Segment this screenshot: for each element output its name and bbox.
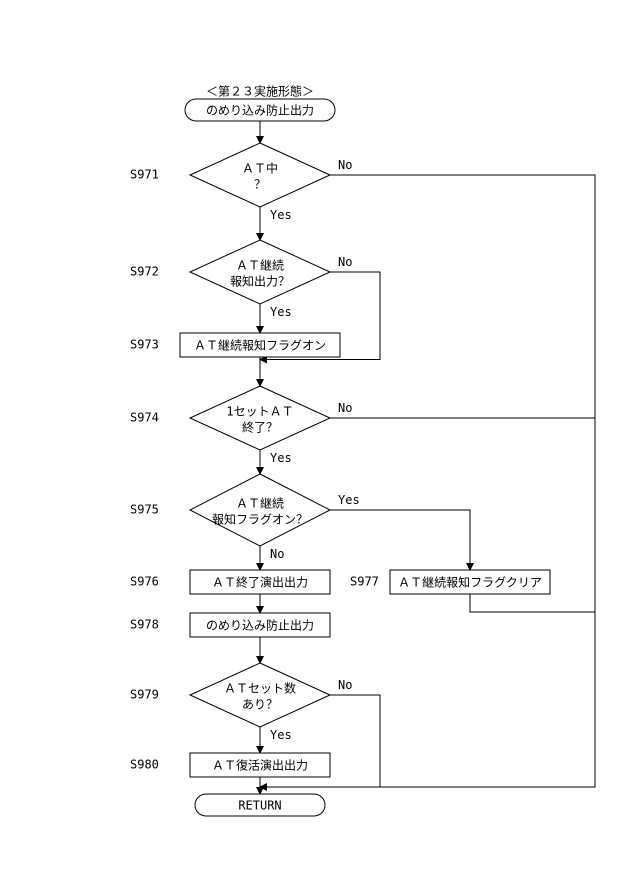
svg-text:No: No bbox=[338, 401, 352, 415]
svg-text:S978: S978 bbox=[130, 618, 159, 632]
svg-text:RETURN: RETURN bbox=[238, 799, 281, 813]
svg-text:ＡＴ終了演出出力: ＡＴ終了演出出力 bbox=[212, 575, 308, 590]
svg-text:S977: S977 bbox=[350, 575, 379, 589]
svg-text:S980: S980 bbox=[130, 758, 159, 772]
svg-text:のめり込み防止出力: のめり込み防止出力 bbox=[206, 618, 314, 633]
svg-text:報知フラグオン？: 報知フラグオン？ bbox=[212, 513, 308, 527]
svg-text:終了？: 終了？ bbox=[242, 420, 278, 435]
svg-text:S979: S979 bbox=[130, 688, 159, 702]
svg-text:Yes: Yes bbox=[270, 728, 292, 742]
svg-text:ＡＴセット数: ＡＴセット数 bbox=[224, 681, 296, 696]
svg-text:No: No bbox=[338, 255, 352, 269]
edge bbox=[330, 695, 380, 787]
svg-text:S976: S976 bbox=[130, 575, 159, 589]
svg-text:のめり込み防止出力: のめり込み防止出力 bbox=[206, 103, 314, 118]
svg-text:ＡＴ中: ＡＴ中 bbox=[242, 161, 278, 176]
svg-text:ＡＴ継続報知フラグオン: ＡＴ継続報知フラグオン bbox=[194, 338, 326, 353]
svg-text:＜第２３実施形態＞: ＜第２３実施形態＞ bbox=[206, 84, 314, 99]
svg-text:ＡＴ継続報知フラグクリア: ＡＴ継続報知フラグクリア bbox=[398, 575, 542, 590]
svg-text:？: ？ bbox=[254, 178, 266, 192]
svg-text:Yes: Yes bbox=[270, 208, 292, 222]
svg-text:S974: S974 bbox=[130, 411, 159, 425]
svg-text:S973: S973 bbox=[130, 338, 159, 352]
svg-text:No: No bbox=[338, 158, 352, 172]
svg-text:Yes: Yes bbox=[270, 451, 292, 465]
svg-text:あり？: あり？ bbox=[242, 698, 278, 712]
svg-text:報知出力？: 報知出力？ bbox=[230, 275, 290, 289]
edge bbox=[330, 175, 595, 785]
svg-text:1セットＡＴ: 1セットＡＴ bbox=[226, 405, 293, 419]
svg-text:ＡＴ継続: ＡＴ継続 bbox=[236, 258, 284, 273]
svg-text:S971: S971 bbox=[130, 168, 159, 182]
edge bbox=[330, 510, 470, 570]
svg-text:S975: S975 bbox=[130, 503, 159, 517]
svg-text:Yes: Yes bbox=[338, 493, 360, 507]
svg-text:S972: S972 bbox=[130, 265, 159, 279]
svg-text:No: No bbox=[270, 547, 284, 561]
svg-text:ＡＴ継続: ＡＴ継続 bbox=[236, 496, 284, 511]
edge bbox=[470, 594, 595, 612]
svg-text:No: No bbox=[338, 678, 352, 692]
svg-text:ＡＴ復活演出出力: ＡＴ復活演出出力 bbox=[212, 758, 308, 773]
svg-text:Yes: Yes bbox=[270, 305, 292, 319]
